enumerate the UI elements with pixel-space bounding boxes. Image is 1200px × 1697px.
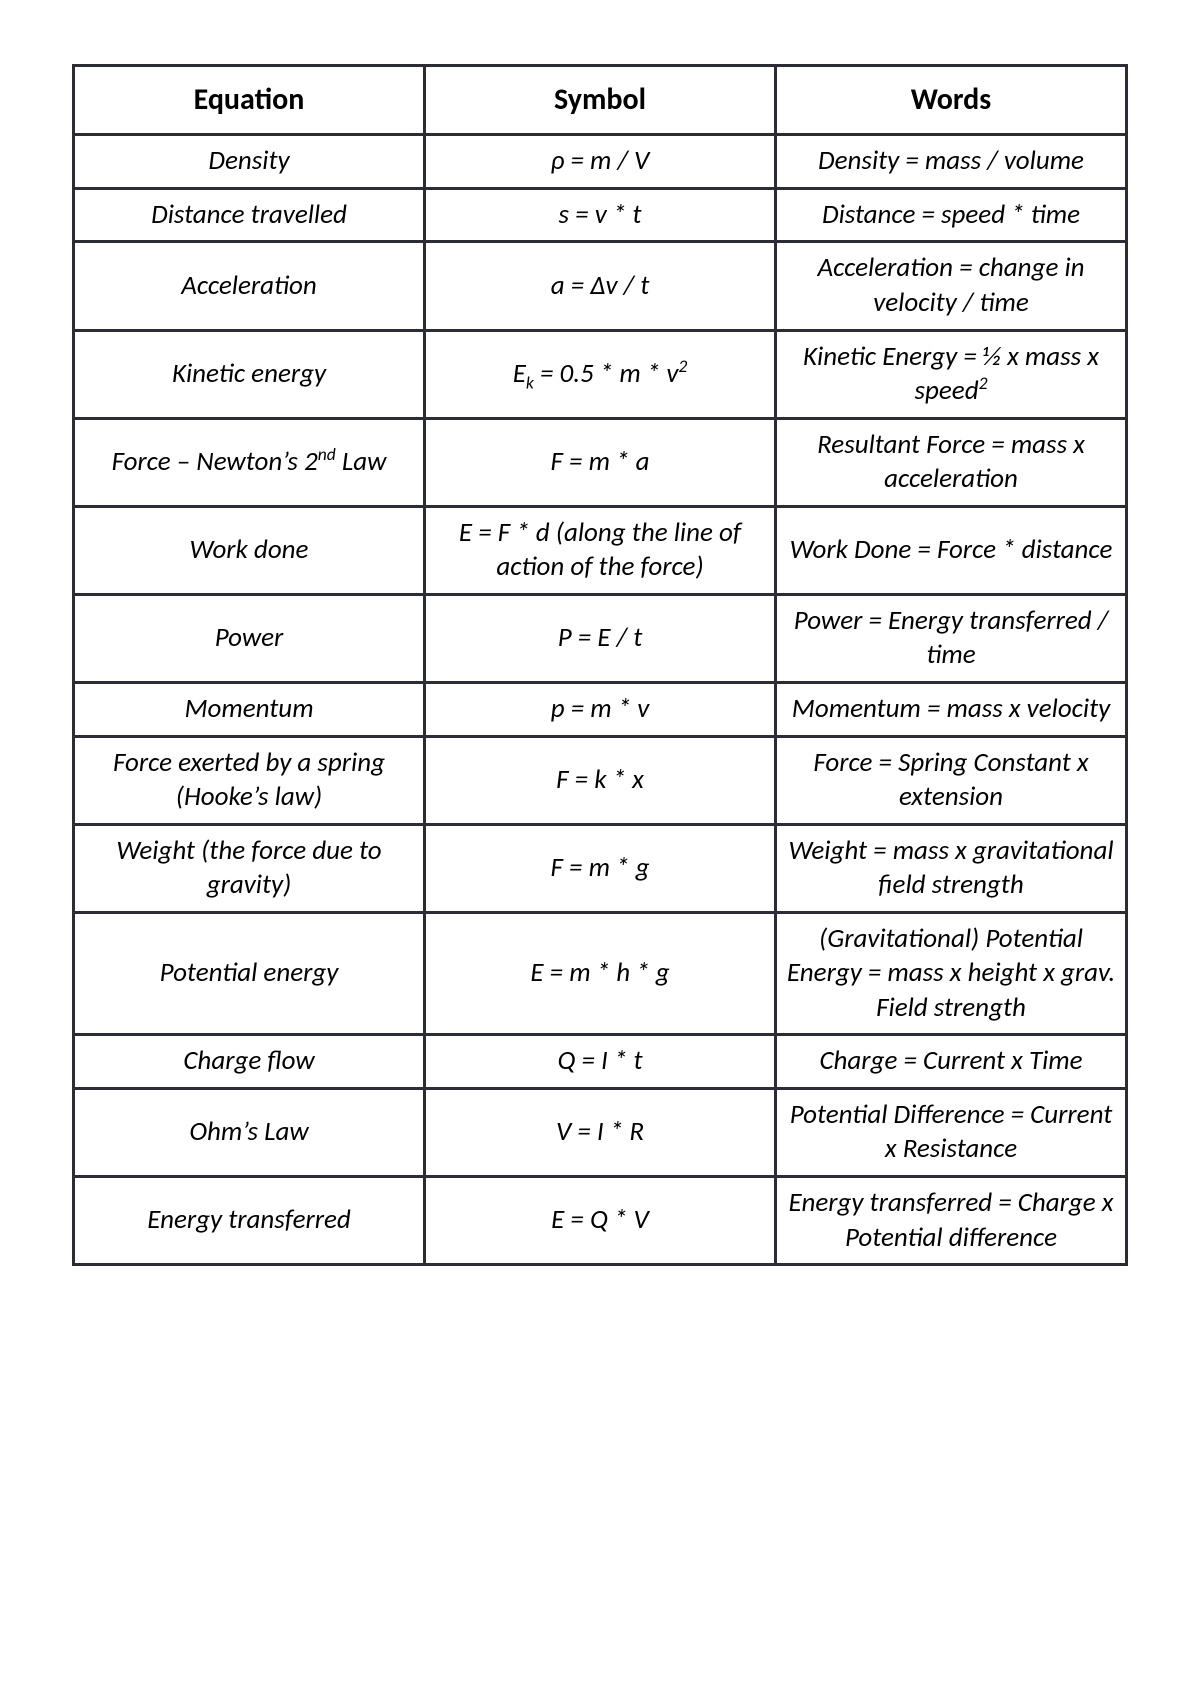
cell-symbol: V = I * R [425, 1088, 776, 1176]
cell-words: Power = Energy transferred / time [776, 594, 1127, 682]
table-row: Force exerted by a spring (Hooke’s law)F… [74, 736, 1127, 824]
cell-symbol: E = m * h * g [425, 912, 776, 1035]
table-row: Kinetic energyEk = 0.5 * m * v2Kinetic E… [74, 330, 1127, 418]
cell-symbol: P = E / t [425, 594, 776, 682]
cell-symbol: a = Δv / t [425, 242, 776, 330]
col-header-words: Words [776, 66, 1127, 135]
cell-words: Energy transferred = Charge x Potential … [776, 1176, 1127, 1264]
cell-equation: Power [74, 594, 425, 682]
cell-symbol: F = m * a [425, 418, 776, 506]
cell-words: Momentum = mass x velocity [776, 682, 1127, 736]
cell-equation: Acceleration [74, 242, 425, 330]
table-row: Energy transferredE = Q * VEnergy transf… [74, 1176, 1127, 1264]
table-row: Potential energyE = m * h * g(Gravitatio… [74, 912, 1127, 1035]
cell-equation: Momentum [74, 682, 425, 736]
cell-equation: Distance travelled [74, 188, 425, 242]
equation-table: Equation Symbol Words Densityρ = m / VDe… [72, 64, 1128, 1266]
page: Equation Symbol Words Densityρ = m / VDe… [0, 0, 1200, 1697]
cell-equation: Force – Newton’s 2nd Law [74, 418, 425, 506]
table-row: Charge flowQ = I * tCharge = Current x T… [74, 1035, 1127, 1089]
cell-symbol: Ek = 0.5 * m * v2 [425, 330, 776, 418]
cell-symbol: Q = I * t [425, 1035, 776, 1089]
table-row: Distance travelleds = v * tDistance = sp… [74, 188, 1127, 242]
cell-equation: Energy transferred [74, 1176, 425, 1264]
cell-words: Charge = Current x Time [776, 1035, 1127, 1089]
table-row: Densityρ = m / VDensity = mass / volume [74, 135, 1127, 189]
cell-words: Resultant Force = mass x acceleration [776, 418, 1127, 506]
cell-words: Force = Spring Constant x extension [776, 736, 1127, 824]
cell-symbol: E = F * d (along the line of action of t… [425, 506, 776, 594]
cell-words: Work Done = Force * distance [776, 506, 1127, 594]
table-row: Accelerationa = Δv / tAcceleration = cha… [74, 242, 1127, 330]
cell-equation: Force exerted by a spring (Hooke’s law) [74, 736, 425, 824]
cell-words: Weight = mass x gravitational field stre… [776, 824, 1127, 912]
cell-equation: Potential energy [74, 912, 425, 1035]
cell-equation: Density [74, 135, 425, 189]
table-body: Densityρ = m / VDensity = mass / volumeD… [74, 135, 1127, 1265]
table-row: Force – Newton’s 2nd LawF = m * aResulta… [74, 418, 1127, 506]
cell-equation: Charge flow [74, 1035, 425, 1089]
col-header-equation: Equation [74, 66, 425, 135]
cell-words: Acceleration = change in velocity / time [776, 242, 1127, 330]
col-header-symbol: Symbol [425, 66, 776, 135]
table-row: Weight (the force due to gravity)F = m *… [74, 824, 1127, 912]
table-row: Ohm’s LawV = I * RPotential Difference =… [74, 1088, 1127, 1176]
table-row: PowerP = E / tPower = Energy transferred… [74, 594, 1127, 682]
cell-equation: Weight (the force due to gravity) [74, 824, 425, 912]
cell-words: Potential Difference = Current x Resista… [776, 1088, 1127, 1176]
cell-equation: Work done [74, 506, 425, 594]
cell-symbol: F = m * g [425, 824, 776, 912]
table-row: Work doneE = F * d (along the line of ac… [74, 506, 1127, 594]
cell-symbol: E = Q * V [425, 1176, 776, 1264]
cell-equation: Kinetic energy [74, 330, 425, 418]
cell-symbol: p = m * v [425, 682, 776, 736]
cell-symbol: F = k * x [425, 736, 776, 824]
cell-words: (Gravitational) Potential Energy = mass … [776, 912, 1127, 1035]
cell-words: Distance = speed * time [776, 188, 1127, 242]
cell-symbol: s = v * t [425, 188, 776, 242]
cell-equation: Ohm’s Law [74, 1088, 425, 1176]
cell-words: Kinetic Energy = ½ x mass x speed2 [776, 330, 1127, 418]
cell-words: Density = mass / volume [776, 135, 1127, 189]
table-header-row: Equation Symbol Words [74, 66, 1127, 135]
table-header: Equation Symbol Words [74, 66, 1127, 135]
cell-symbol: ρ = m / V [425, 135, 776, 189]
table-row: Momentump = m * vMomentum = mass x veloc… [74, 682, 1127, 736]
